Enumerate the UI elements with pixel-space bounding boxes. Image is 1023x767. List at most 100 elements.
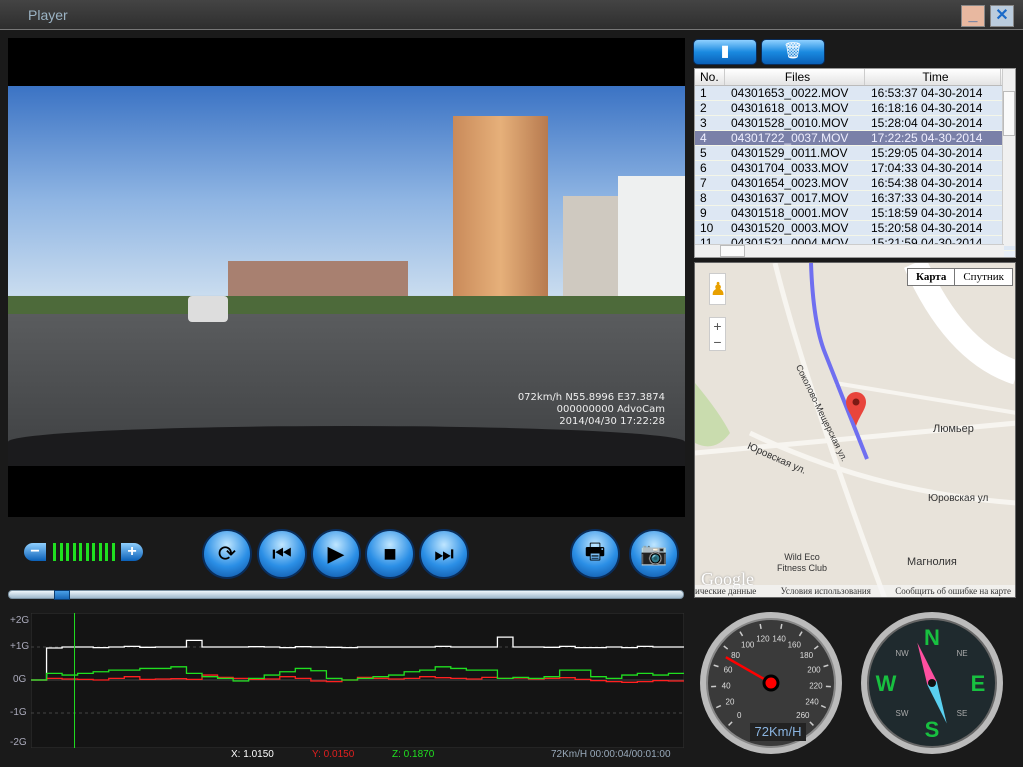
tick-label: 260 [796,711,810,720]
speed-readout: 72Km/H [750,723,806,741]
tick [780,623,783,630]
volume-bar [98,543,102,561]
camera-icon: 📷 [640,541,668,566]
tick-label: 140 [772,635,786,644]
file-list-header: No. Files Time [695,69,1015,86]
map-data-link[interactable]: ические данные [695,586,757,596]
file-row[interactable]: 5 04301529_0011.MOV 15:29:05 04-30-2014 [695,146,1015,161]
map-type-satellite[interactable]: Спутник [963,271,1004,283]
row-number: 10 [700,221,714,235]
seek-thumb[interactable] [54,590,71,600]
g-sensor-chart[interactable] [31,613,684,748]
tick [813,645,819,650]
file-row[interactable]: 1 04301653_0022.MOV 16:53:37 04-30-2014 [695,86,1015,101]
report-error-link[interactable]: Сообщить об ошибке на карте [895,586,1011,596]
tick [798,631,803,637]
trash-icon: 🗑 [782,43,804,60]
play-button[interactable]: ▶ [311,529,361,579]
needle-south [927,681,947,724]
route-track [809,263,869,460]
tick-label: 180 [800,651,814,660]
volume-bar [53,543,56,561]
series-z [31,666,684,682]
seek-bar[interactable] [8,590,684,600]
zoom-in-button[interactable]: + [713,318,722,334]
minimize-button[interactable]: _ [961,5,985,27]
map-type-map[interactable]: Карта [908,269,956,285]
osd-speed-gps: 072km/h N55.8996 E37.3874 [517,392,665,403]
snapshot-button[interactable]: 📷 [629,529,679,579]
row-filename: 04301653_0022.MOV [731,86,849,100]
poi-label: Wild Eco Fitness Club [777,552,828,573]
map-view[interactable]: Карта Спутник ♟ + − Соколово-Мещерская у… [694,262,1016,598]
street-label: Юровская ул [928,493,989,504]
delete-button[interactable]: 🗑 [761,39,825,65]
file-row[interactable]: 2 04301618_0013.MOV 16:18:16 04-30-2014 [695,101,1015,116]
volume-bar [105,543,108,561]
volume-bar [92,543,95,561]
volume-up-button[interactable]: + [121,543,143,561]
tick-label: 0 [737,711,742,720]
osd-datetime: 2014/04/30 17:22:28 [559,416,665,427]
print-button[interactable]: 🖶 [570,529,620,579]
pegman-icon[interactable]: ♟ [709,273,726,305]
needle-hub [762,674,780,692]
terms-link[interactable]: Условия использования [780,586,871,596]
stop-icon: ■ [383,541,397,566]
zoom-out-button[interactable]: − [713,334,722,350]
row-filename: 04301518_0001.MOV [731,206,849,220]
open-folder-button[interactable]: ▮ [693,39,757,65]
tick [759,623,762,630]
volume-slider[interactable] [50,543,120,561]
cardinal-E: E [971,671,986,696]
row-number: 9 [700,206,707,220]
column-files[interactable]: Files [725,69,865,85]
column-time[interactable]: Time [865,69,1001,85]
skip-back-icon: ⏮ [272,541,292,566]
row-filename: 04301520_0003.MOV [731,221,849,235]
tick-label: 80 [731,651,740,660]
row-number: 1 [700,86,707,100]
row-filename: 04301529_0011.MOV [731,146,848,160]
tick [823,664,829,668]
vertical-scrollbar[interactable] [1002,69,1015,246]
column-no[interactable]: No. [695,69,725,85]
horizontal-scrollbar[interactable] [695,244,1004,257]
file-row[interactable]: 9 04301518_0001.MOV 15:18:59 04-30-2014 [695,206,1015,221]
stop-button[interactable]: ■ [365,529,415,579]
poi-label: Люмьер [933,423,974,435]
row-filename: 04301722_0037.MOV [731,131,849,145]
row-number: 8 [700,191,707,205]
row-number: 6 [700,161,707,175]
volume-down-button[interactable]: − [24,543,46,561]
window-title: Player [28,7,68,23]
file-row[interactable]: 6 04301704_0033.MOV 17:04:33 04-30-2014 [695,161,1015,176]
tick-label: 120 [756,635,770,644]
repeat-button[interactable]: ⟳ [202,529,252,579]
file-row[interactable]: 10 04301520_0003.MOV 15:20:58 04-30-2014 [695,221,1015,236]
row-number: 2 [700,101,707,115]
file-row[interactable]: 3 04301528_0010.MOV 15:28:04 04-30-2014 [695,116,1015,131]
y-readout: Y: 0.0150 [312,749,355,760]
row-time: 16:37:33 04-30-2014 [871,191,983,205]
row-time: 16:53:37 04-30-2014 [871,86,983,100]
next-button[interactable]: ⏭ [419,529,469,579]
video-osd: 072km/h N55.8996 E37.3874 000000000 Advo… [518,392,665,428]
needle-north [917,642,937,685]
speed-needle [725,656,772,685]
row-time: 15:29:05 04-30-2014 [871,146,983,160]
previous-button[interactable]: ⏮ [257,529,307,579]
map-footer: ические данные Условия использования Соо… [695,585,1015,597]
row-time: 15:20:58 04-30-2014 [871,221,983,235]
file-row[interactable]: 8 04301637_0017.MOV 16:37:33 04-30-2014 [695,191,1015,206]
file-row[interactable]: 4 04301722_0037.MOV 17:22:25 04-30-2014 [695,131,1015,146]
row-time: 15:28:04 04-30-2014 [871,116,983,130]
file-row[interactable]: 7 04301654_0023.MOV 16:54:38 04-30-2014 [695,176,1015,191]
close-button[interactable]: ✕ [990,5,1014,27]
file-list[interactable]: No. Files Time 1 04301653_0022.MOV 16:53:3… [694,68,1016,258]
video-player[interactable]: 072km/h N55.8996 E37.3874 000000000 Advo… [8,38,685,517]
tick [820,704,827,709]
series-x [31,636,684,681]
row-time: 17:22:25 04-30-2014 [871,131,983,145]
